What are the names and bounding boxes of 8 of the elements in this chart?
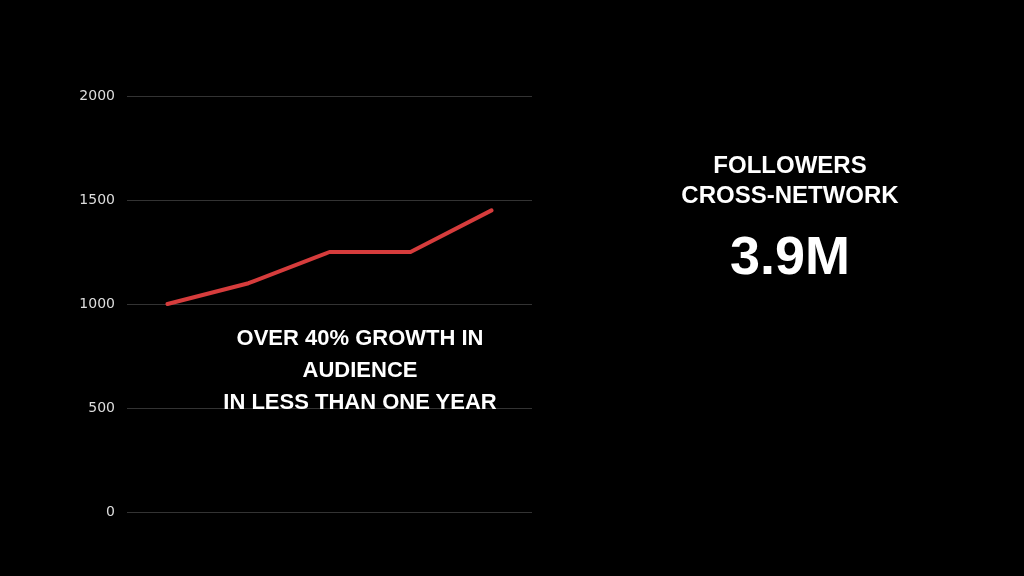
y-tick-label: 2000 <box>79 86 115 103</box>
y-tick-label: 0 <box>106 502 115 519</box>
text: 3.9M <box>728 224 852 287</box>
y-tick-label: 1500 <box>79 190 115 207</box>
annotation: OVER 40% GROWTH IN AUDIENCE IN LESS THAN ONE YEAR <box>222 324 498 416</box>
text: FOLLOWERS CROSS-NETWORK <box>680 150 900 210</box>
y-tick-label: 500 <box>88 398 115 415</box>
y-tick-label: 1000 <box>79 294 115 311</box>
